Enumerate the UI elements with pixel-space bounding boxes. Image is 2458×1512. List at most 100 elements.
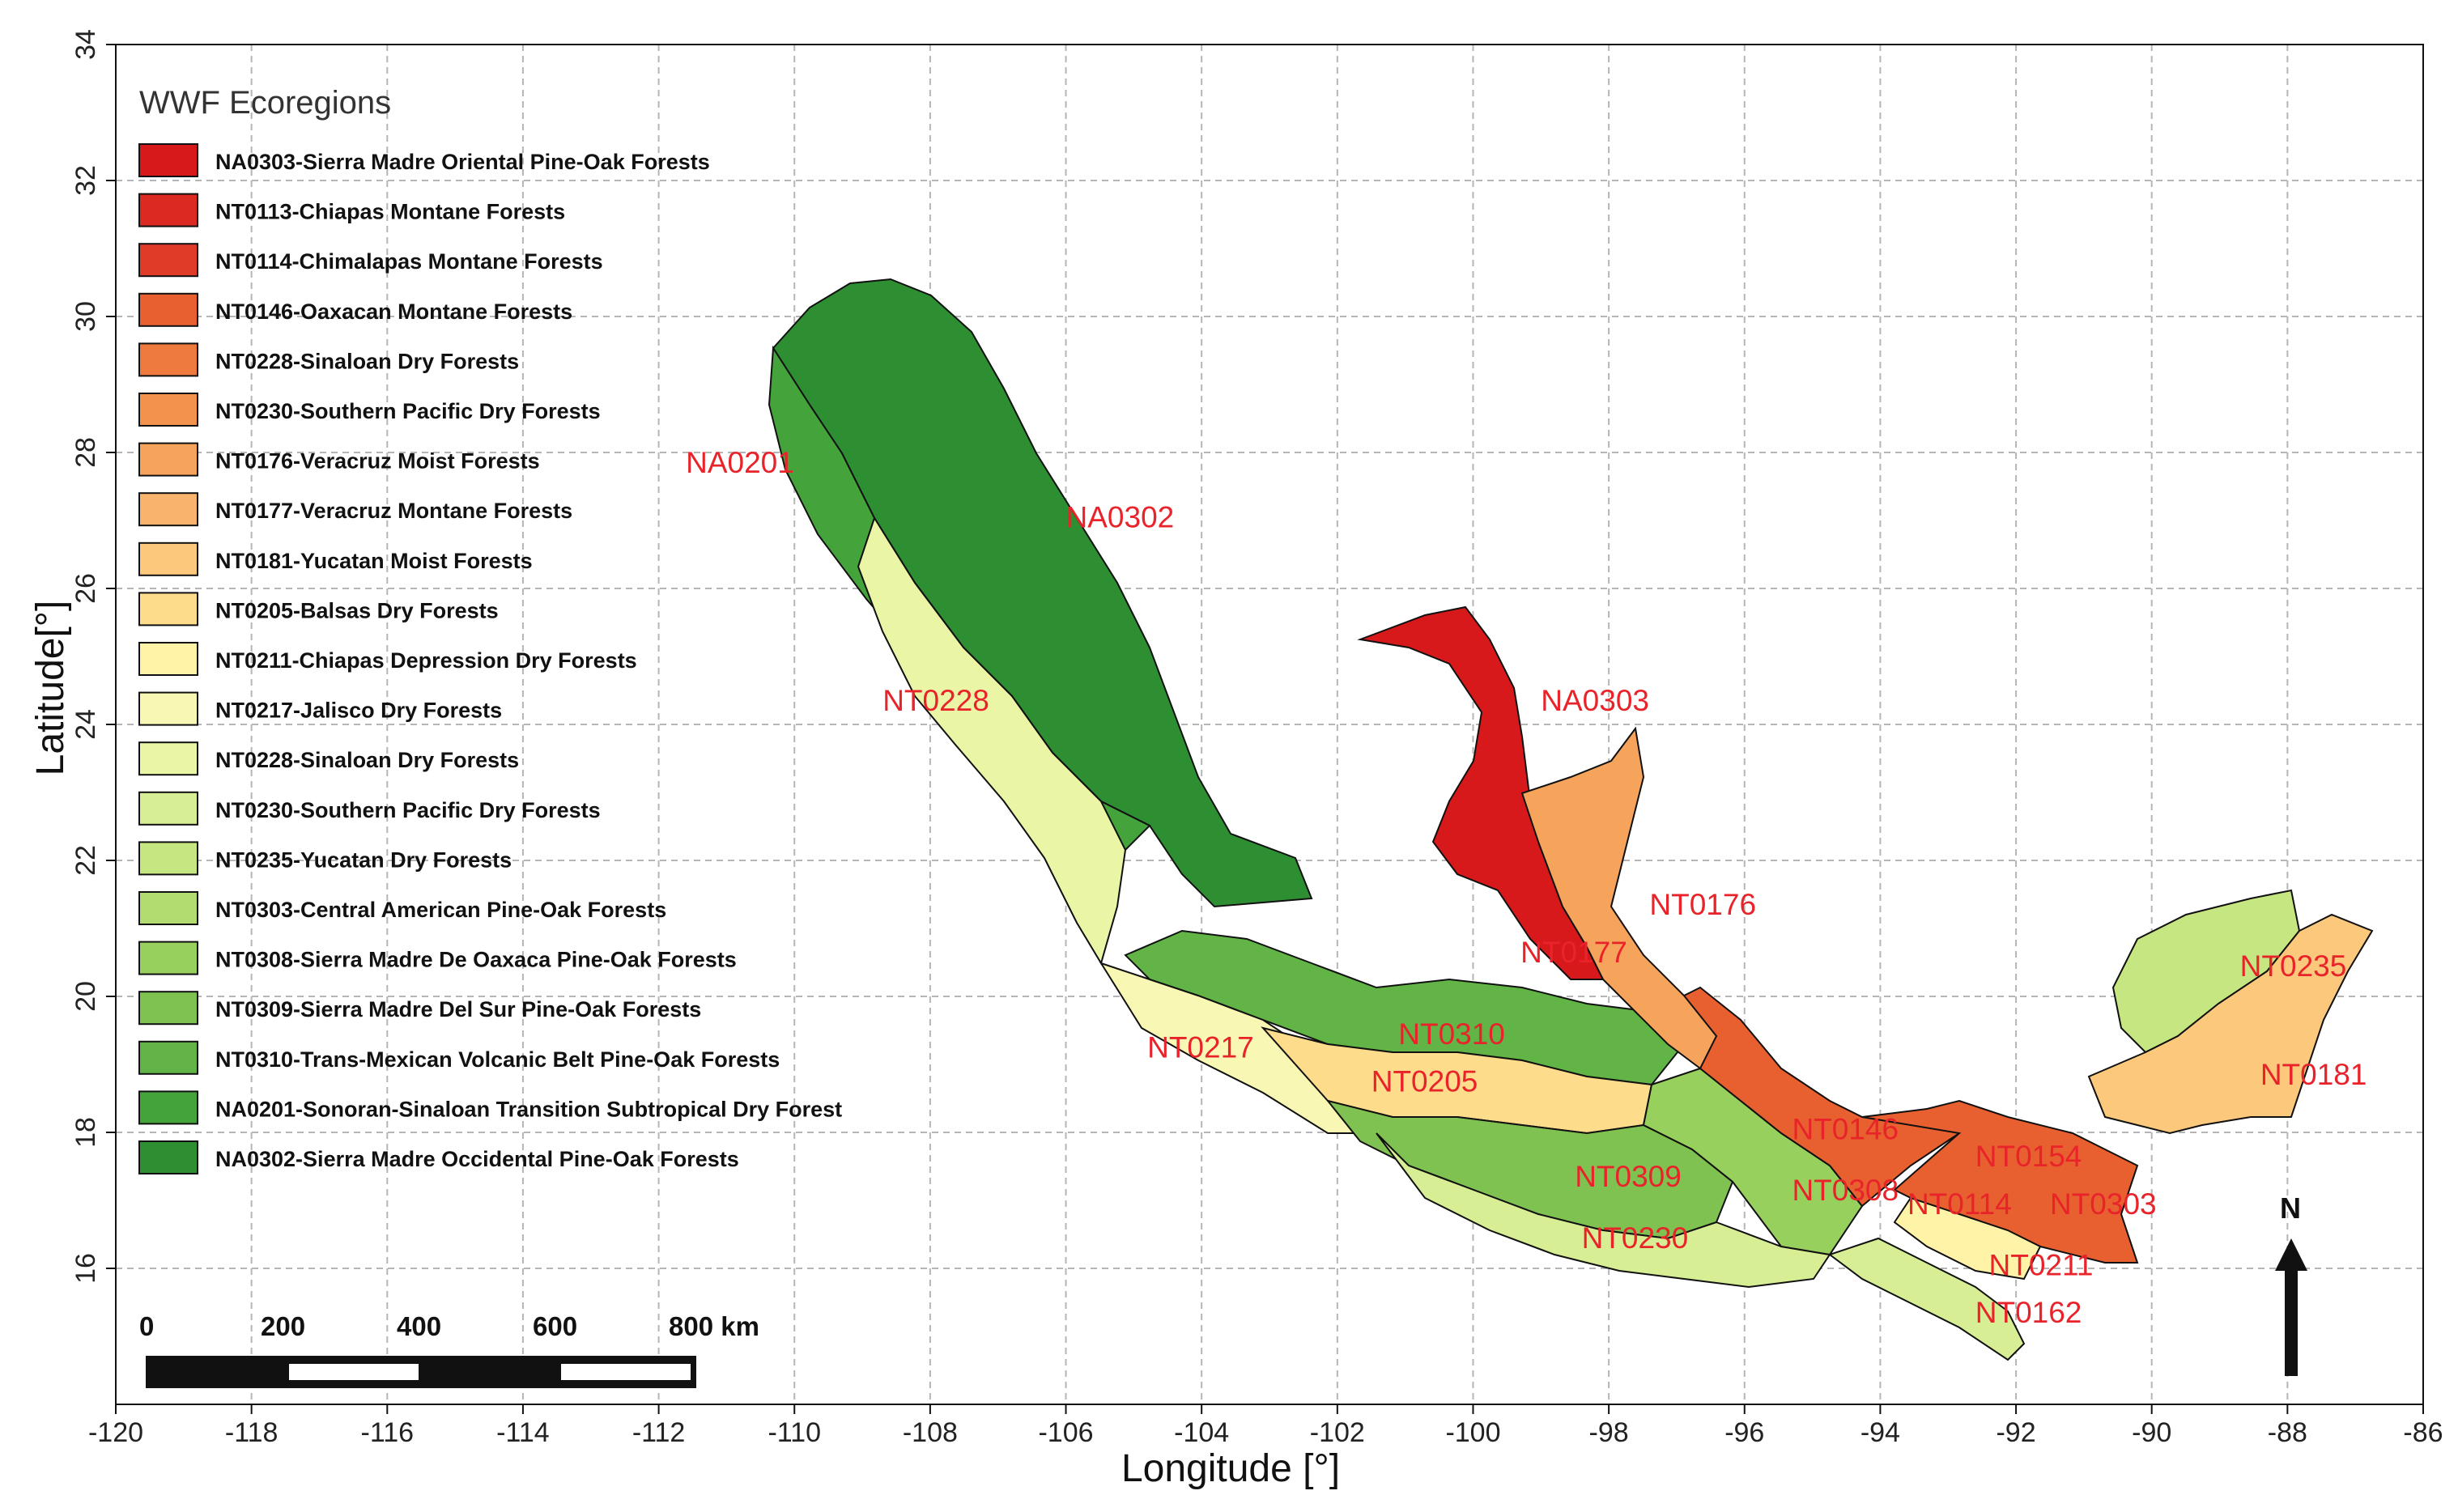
region-label: NA0302 <box>1066 500 1175 533</box>
legend-swatch <box>138 143 198 177</box>
x-tick-label: -114 <box>496 1417 550 1448</box>
x-tick-label: -104 <box>1174 1417 1229 1448</box>
x-tick-label: -108 <box>903 1417 958 1448</box>
region-label: NT0146 <box>1792 1112 1899 1145</box>
x-tick-label: -116 <box>361 1417 415 1448</box>
legend-item-label: NT0181-Yucatan Moist Forests <box>215 549 533 573</box>
legend-swatch <box>138 891 198 925</box>
legend-item-label: NT0309-Sierra Madre Del Sur Pine-Oak For… <box>215 997 701 1021</box>
y-tick-label: 18 <box>70 1117 101 1148</box>
ecoregion-nt0181 <box>2087 913 2374 1135</box>
region-label: NT0310 <box>1398 1017 1505 1051</box>
scale-label-0: 0 <box>139 1311 154 1341</box>
x-tick-label: -88 <box>2268 1417 2307 1448</box>
scale-label-200: 200 <box>261 1311 305 1341</box>
x-tick-label: -98 <box>1589 1417 1629 1448</box>
legend-item-label: NT0217-Jalisco Dry Forests <box>215 699 502 723</box>
legend-swatch <box>138 243 198 278</box>
legend-item-label: NA0201-Sonoran-Sinaloan Transition Subtr… <box>215 1097 842 1121</box>
region-label: NT0177 <box>1520 936 1627 969</box>
ecoregion-nt0176 <box>1520 726 1718 1070</box>
ecoregion-nt0211 <box>1893 1196 2042 1281</box>
legend-swatch <box>138 642 198 676</box>
north-arrow: N <box>2275 1191 2307 1376</box>
legend-item-label: NT0230-Southern Pacific Dry Forests <box>215 399 601 423</box>
legend-swatch <box>138 542 198 576</box>
legend-swatch <box>138 492 198 527</box>
ecoregion-coastal-chiapas <box>1827 1237 2026 1361</box>
scale-label-400: 400 <box>397 1311 441 1341</box>
legend-item-label: NT0114-Chimalapas Montane Forests <box>215 249 603 274</box>
region-label: NT0230 <box>1582 1221 1689 1255</box>
x-tick-label: -120 <box>88 1417 143 1448</box>
x-tick-label: -96 <box>1724 1417 1764 1448</box>
region-label: NT0114 <box>1907 1187 2012 1221</box>
ecoregion-polygons <box>768 278 2374 1361</box>
legend-swatch <box>138 841 198 876</box>
legend-item-label: NT0308-Sierra Madre De Oaxaca Pine-Oak F… <box>215 948 737 972</box>
legend-title: WWF Ecoregions <box>139 85 391 121</box>
region-label: NT0176 <box>1649 888 1756 921</box>
region-label: NT0154 <box>1975 1140 2082 1173</box>
region-label: NA0201 <box>686 446 794 479</box>
legend-item-label: NT0310-Trans-Mexican Volcanic Belt Pine-… <box>215 1047 780 1072</box>
legend-item-label: NA0303-Sierra Madre Oriental Pine-Oak Fo… <box>215 150 710 174</box>
region-label: NT0205 <box>1371 1065 1478 1098</box>
legend-swatch <box>138 1040 198 1075</box>
legend-item-label: NT0113-Chiapas Montane Forests <box>215 200 565 224</box>
legend-item-label: NT0228-Sinaloan Dry Forests <box>215 349 519 373</box>
legend-swatch <box>138 691 198 726</box>
legend-item-label: NT0303-Central American Pine-Oak Forests <box>215 898 666 922</box>
legend-item-label: NT0176-Veracruz Moist Forests <box>215 449 540 474</box>
legend-swatch <box>138 941 198 975</box>
y-tick-label: 26 <box>70 573 101 604</box>
legend-swatch <box>138 342 198 377</box>
legend-swatch <box>138 193 198 227</box>
legend-swatch <box>138 393 198 427</box>
legend-item-label: NA0302-Sierra Madre Occidental Pine-Oak … <box>215 1147 739 1171</box>
legend-swatch <box>138 442 198 477</box>
x-tick-label: -102 <box>1310 1417 1365 1448</box>
x-tick-label: -118 <box>225 1417 279 1448</box>
y-tick-label: 32 <box>70 165 101 196</box>
x-tick-label: -86 <box>2403 1417 2443 1448</box>
scale-label-600: 600 <box>533 1311 577 1341</box>
legend-item-label: NT0230-Southern Pacific Dry Forests <box>215 798 601 822</box>
axis-ticks: -120 -118 -116 -114 -112 -110 -108 -106 -104 -102… <box>70 29 2443 1448</box>
legend-swatch <box>138 1140 198 1174</box>
y-tick-label: 24 <box>70 709 101 740</box>
x-axis-title: Longitude [°] <box>1121 1447 1340 1490</box>
legend-item-label: NT0146-Oaxacan Montane Forests <box>215 299 572 324</box>
x-tick-label: -112 <box>632 1417 686 1448</box>
region-label: NT0181 <box>2260 1058 2367 1091</box>
legend-swatch <box>138 592 198 626</box>
x-tick-label: -106 <box>1038 1417 1093 1448</box>
north-arrow-icon <box>2275 1238 2307 1376</box>
region-label: NT0228 <box>882 684 989 717</box>
y-axis-title: Latitude[°] <box>29 601 72 776</box>
scale-label-800km: 800 km <box>669 1311 759 1341</box>
y-tick-label: 20 <box>70 981 101 1012</box>
legend-item-label: NT0177-Veracruz Montane Forests <box>215 499 572 523</box>
scale-bar: 0 200 400 600 800 km <box>139 1311 759 1388</box>
y-tick-label: 22 <box>70 845 101 876</box>
region-labels: NA0201 NA0302 NT0228 NA0303 NT0176 NT0177 NT02… <box>686 446 2367 1329</box>
y-tick-label: 16 <box>70 1253 101 1284</box>
legend-item-label: NT0205-Balsas Dry Forests <box>215 598 499 622</box>
legend-item-label: NT0235-Yucatan Dry Forests <box>215 847 512 872</box>
legend-item-label: NT0211-Chiapas Depression Dry Forests <box>215 648 637 673</box>
scale-bar-segment <box>561 1364 691 1380</box>
ecoregion-na0303 <box>1357 605 1605 980</box>
north-label: N <box>2280 1191 2301 1225</box>
legend-item-label: NT0228-Sinaloan Dry Forests <box>215 748 519 772</box>
y-tick-label: 28 <box>70 437 101 468</box>
region-label: NT0211 <box>1989 1248 2094 1281</box>
region-label: NA0303 <box>1541 684 1649 717</box>
x-tick-label: -94 <box>1861 1417 1900 1448</box>
region-label: NT0235 <box>2240 949 2347 983</box>
region-label: NT0303 <box>2050 1187 2157 1221</box>
x-tick-label: -90 <box>2132 1417 2171 1448</box>
region-label: NT0308 <box>1792 1174 1899 1207</box>
x-tick-label: -92 <box>1996 1417 2035 1448</box>
